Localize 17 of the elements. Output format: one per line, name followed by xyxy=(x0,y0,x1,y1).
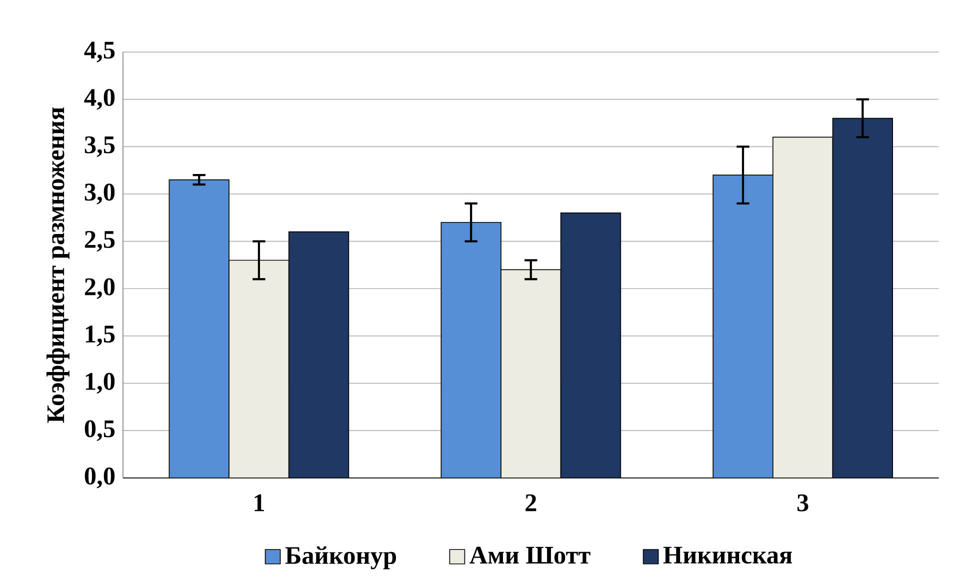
y-tick-label: 0,5 xyxy=(84,420,115,441)
legend-label: Никинская xyxy=(663,546,792,564)
x-tick-label: 2 xyxy=(526,494,536,512)
y-tick-label: 4,0 xyxy=(84,89,115,110)
x-tick-label: 3 xyxy=(797,494,808,512)
y-tick-label: 1,0 xyxy=(86,372,115,394)
y-axis-title: Коэффициент размножения xyxy=(46,107,70,423)
legend-label: Ами Шотт xyxy=(470,546,590,564)
legend-label: Байконур xyxy=(285,546,396,570)
y-tick-label: 3,5 xyxy=(84,136,115,158)
y-tick-label: 1,5 xyxy=(86,326,115,346)
y-tick-label: 2,5 xyxy=(84,231,115,252)
y-tick-label: 2,0 xyxy=(84,278,115,300)
y-tick-label: 0,0 xyxy=(84,468,115,488)
y-tick-label: 3,0 xyxy=(84,184,115,204)
y-tick-label: 4,5 xyxy=(84,42,115,62)
x-tick-label: 1 xyxy=(254,494,264,512)
